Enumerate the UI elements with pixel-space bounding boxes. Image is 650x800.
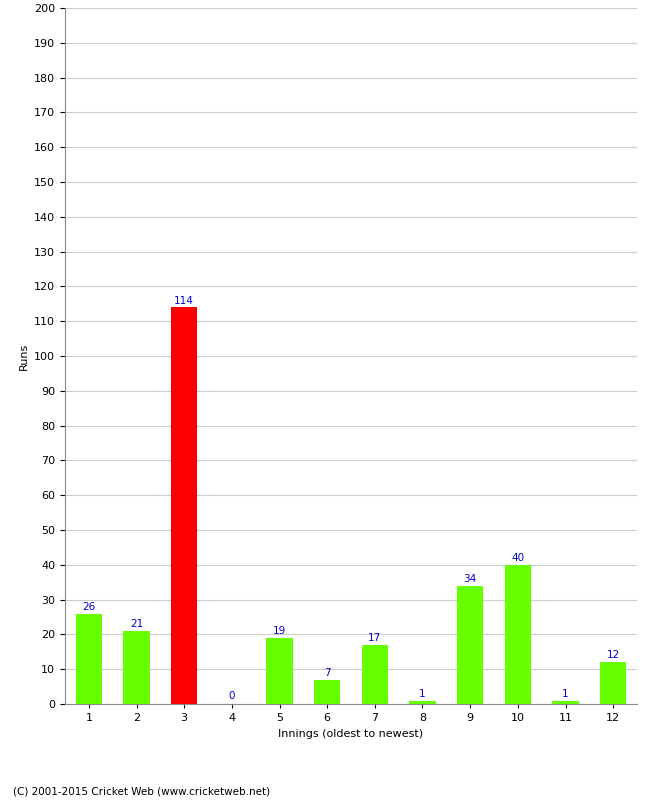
Bar	[314, 680, 340, 704]
Bar	[75, 614, 102, 704]
X-axis label: Innings (oldest to newest): Innings (oldest to newest)	[278, 729, 424, 738]
Text: 1: 1	[562, 689, 569, 698]
Text: 26: 26	[82, 602, 96, 612]
Text: (C) 2001-2015 Cricket Web (www.cricketweb.net): (C) 2001-2015 Cricket Web (www.cricketwe…	[13, 786, 270, 796]
Bar	[171, 307, 198, 704]
Text: 0: 0	[229, 690, 235, 701]
Bar	[552, 701, 578, 704]
Text: 34: 34	[463, 574, 477, 584]
Y-axis label: Runs: Runs	[19, 342, 29, 370]
Bar	[266, 638, 292, 704]
Text: 40: 40	[512, 553, 525, 563]
Bar	[504, 565, 531, 704]
Text: 12: 12	[606, 650, 620, 661]
Text: 114: 114	[174, 295, 194, 306]
Bar	[124, 631, 150, 704]
Bar	[361, 645, 388, 704]
Bar	[410, 701, 436, 704]
Text: 1: 1	[419, 689, 426, 698]
Text: 21: 21	[130, 619, 143, 629]
Text: 19: 19	[273, 626, 286, 636]
Text: 7: 7	[324, 668, 330, 678]
Bar	[600, 662, 626, 704]
Bar	[457, 586, 483, 704]
Text: 17: 17	[368, 633, 382, 643]
